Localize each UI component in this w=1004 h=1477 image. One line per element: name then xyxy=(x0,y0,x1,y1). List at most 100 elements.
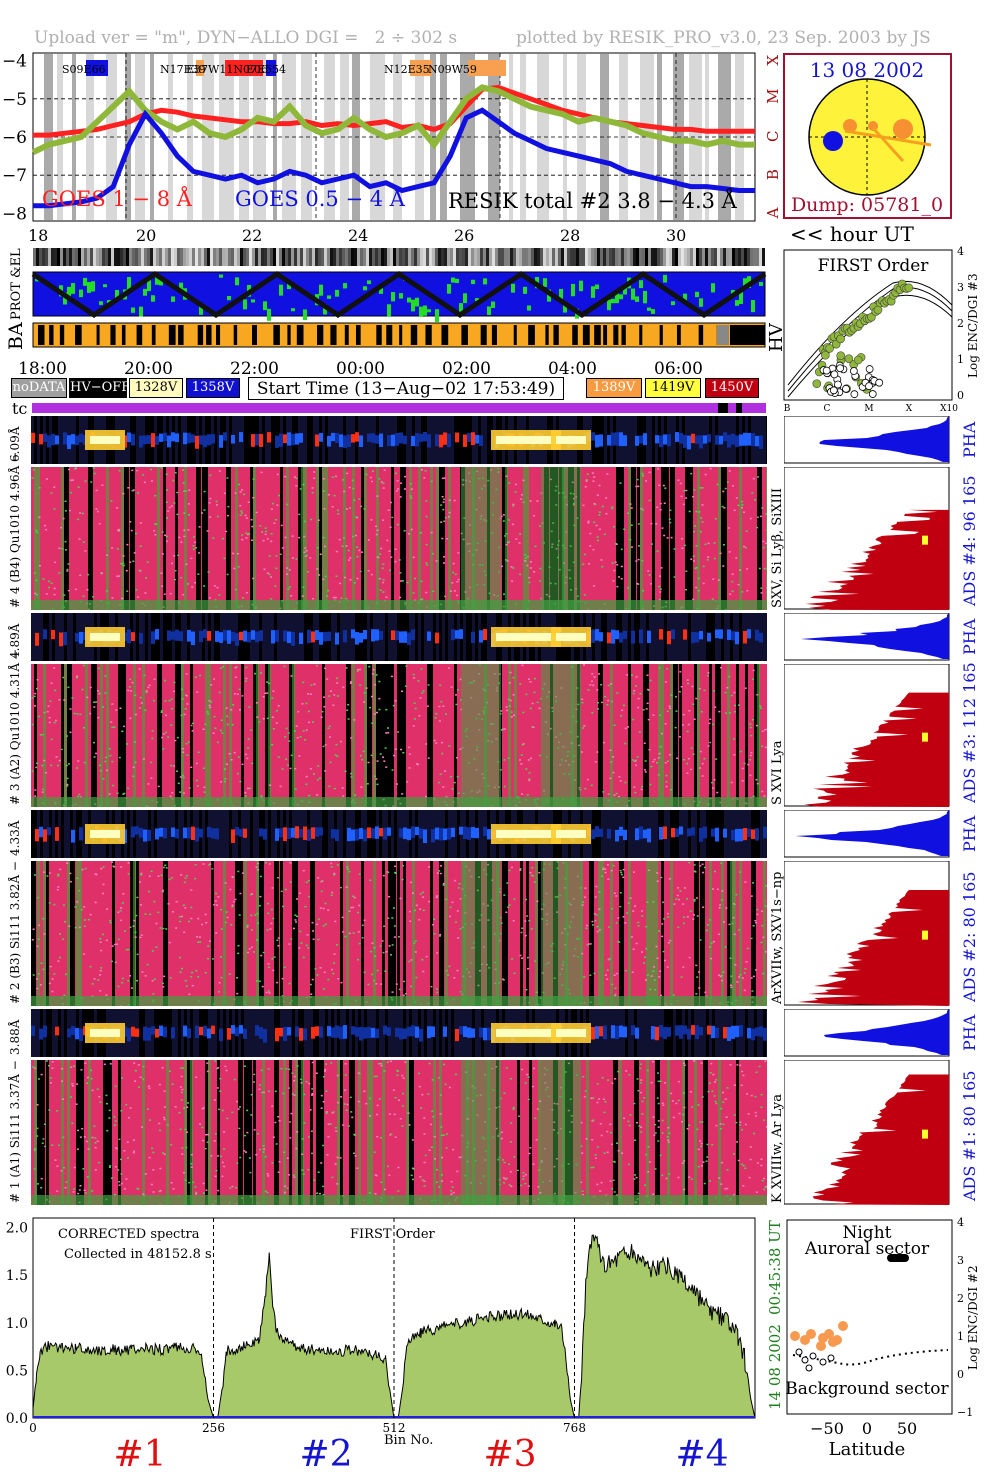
spectrum-ytick: 1.0 xyxy=(6,1316,28,1332)
orbit-time-tick: 22:00 xyxy=(230,359,279,379)
first-order-scatter: FIRST Order B C M X X10 4 3 2 1 0 xyxy=(783,245,964,414)
sun-date: 13 08 2002 xyxy=(810,58,925,82)
pha-wavelength-label: 4.33Å xyxy=(8,820,22,856)
pha-wavelength-label: 3.88Å xyxy=(8,1019,22,1055)
legend-1328v: 1328V xyxy=(129,378,183,398)
spectrum-date: 14 08 2002 xyxy=(766,1324,784,1410)
goes-class-label: B xyxy=(764,169,782,180)
legend-1358v: 1358V xyxy=(186,378,240,398)
spectrum-xtick: 256 xyxy=(202,1421,225,1435)
spectrum-ytick: 1.5 xyxy=(6,1268,28,1284)
active-region-blue xyxy=(823,131,843,151)
pha-histogram xyxy=(784,613,950,661)
spectrum-title: FIRST Order xyxy=(350,1227,436,1242)
legend-nodata: noDATA xyxy=(11,378,67,398)
goes-class-label: X xyxy=(764,55,782,66)
fo-xtick: C xyxy=(824,404,831,414)
region-label: N09W59 xyxy=(428,63,477,76)
section-label: #4 xyxy=(675,1434,728,1475)
orbit-time-tick: 06:00 xyxy=(654,359,703,379)
spectrum-ytick: 2.0 xyxy=(6,1221,28,1237)
goes-blue-series xyxy=(33,107,755,209)
lat-xtick: −50 xyxy=(810,1419,844,1438)
hour-tick: 28 xyxy=(560,226,580,245)
fo-ytick: 2 xyxy=(957,317,964,330)
orbit-time-tick: 00:00 xyxy=(336,359,385,379)
section-label: #2 xyxy=(299,1434,352,1475)
channel-label: # 1 (A1) Si111 3.37Å − xyxy=(8,1060,22,1203)
latitude-xlabel: Latitude xyxy=(829,1439,906,1460)
spectrum-annotation-1: CORRECTED spectra xyxy=(58,1227,200,1242)
ads-label: ADS #4: 96 165 xyxy=(960,475,979,606)
goes-red-series xyxy=(33,84,755,138)
spectrum-xtick: 512 xyxy=(383,1421,406,1435)
pha-label: PHA xyxy=(960,618,979,655)
channel-spectrogram xyxy=(31,467,767,610)
fo-xtick: B xyxy=(784,404,791,414)
hour-tick: 22 xyxy=(242,226,262,245)
region-label: 54 xyxy=(272,63,286,76)
goes-class-label: C xyxy=(764,131,782,142)
lat-ytick: 3 xyxy=(957,1254,964,1267)
channel-label: # 4 (B4) Qu1010 4.96Å − xyxy=(8,451,22,608)
resik-total-label: RESIK total #2 3.8 − 4.3 Å xyxy=(448,188,738,213)
legend-1389v: 1389V xyxy=(586,378,642,398)
ads-label: ADS #2: 80 165 xyxy=(960,871,979,1002)
spectrum-xtick: 768 xyxy=(563,1421,586,1435)
pha-label: PHA xyxy=(960,815,979,852)
goes-ytick: −8 xyxy=(2,204,27,224)
orbit-time-tick: 18:00 xyxy=(18,359,67,379)
first-order-title: FIRST Order xyxy=(818,256,930,276)
goes-blue-label: GOES 0.5 − 4 Å xyxy=(235,186,406,211)
ion-label: ArXVIIw, SXV1s−np xyxy=(770,871,785,1004)
fo-ytick: 1 xyxy=(957,353,964,366)
ads-histogram xyxy=(784,467,950,610)
hour-tick: 30 xyxy=(666,226,686,245)
spectrum-series xyxy=(32,1341,215,1419)
region-label: E37W11N07E55 xyxy=(186,63,279,76)
night-label: Night xyxy=(843,1223,892,1243)
goes-red-label: GOES 1 − 8 Å xyxy=(42,186,193,211)
pha-strip xyxy=(31,416,767,464)
spectrum-ytick: 0.5 xyxy=(6,1363,28,1379)
spectrum-time: 00:45:38 UT xyxy=(766,1220,784,1315)
legend-hv-off: HV−OFF xyxy=(69,378,130,398)
goes-class-label: M xyxy=(764,88,782,103)
pha-label: PHA xyxy=(960,1014,979,1051)
lat-ytick: 4 xyxy=(957,1216,964,1229)
pha-histogram xyxy=(784,1009,950,1057)
dump-label: Dump: 05781_0 xyxy=(791,194,943,216)
ion-label: SXV, Si Lyβ, SiXIII xyxy=(770,488,785,608)
region-label: S09E66 xyxy=(62,63,106,76)
pha-histogram xyxy=(784,416,950,464)
hour-tick: 24 xyxy=(348,226,368,245)
fo-ytick: 0 xyxy=(957,389,964,402)
tc-label: tc xyxy=(12,399,28,418)
hour-tick: 20 xyxy=(136,226,156,245)
orbit-time-tick: 20:00 xyxy=(124,359,173,379)
ads-histogram xyxy=(784,861,950,1006)
spectrum-series xyxy=(217,1252,395,1419)
header-plotted-by: plotted by RESIK_PRO_v3.0, 23 Sep. 2003 … xyxy=(516,28,931,48)
tc-bar xyxy=(32,403,766,413)
spectrum-xtick: 0 xyxy=(29,1421,37,1435)
ads-label: ADS #1: 80 165 xyxy=(960,1070,979,1201)
region-label: N17E39 xyxy=(160,63,206,76)
region-label: E06 xyxy=(246,63,268,76)
start-time: Start Time (13−Aug−02 17:53:49) xyxy=(248,377,564,400)
fo-xtick: M xyxy=(864,404,873,414)
ads-histogram xyxy=(784,1060,950,1205)
hour-ut-label: << hour UT xyxy=(790,222,914,246)
legend-1450v: 1450V xyxy=(705,378,759,398)
channel-label: # 2 (B3) Si111 3.82Å − xyxy=(8,861,22,1004)
spectrum-ytick: 0.0 xyxy=(6,1411,28,1427)
sun-disk-panel: 13 08 2002 Dump: 05781_0 xyxy=(783,53,952,219)
hour-tick: 18 xyxy=(28,226,48,245)
ads-histogram xyxy=(784,664,950,807)
region-label: N12E35 xyxy=(384,63,430,76)
pha-strip xyxy=(31,810,767,858)
first-order-ylabel: Log ENC/DGI #3 xyxy=(966,273,980,378)
spectrum-annotation-2: Collected in 48152.8 s xyxy=(64,1247,212,1262)
lat-ytick: 0 xyxy=(957,1368,964,1381)
